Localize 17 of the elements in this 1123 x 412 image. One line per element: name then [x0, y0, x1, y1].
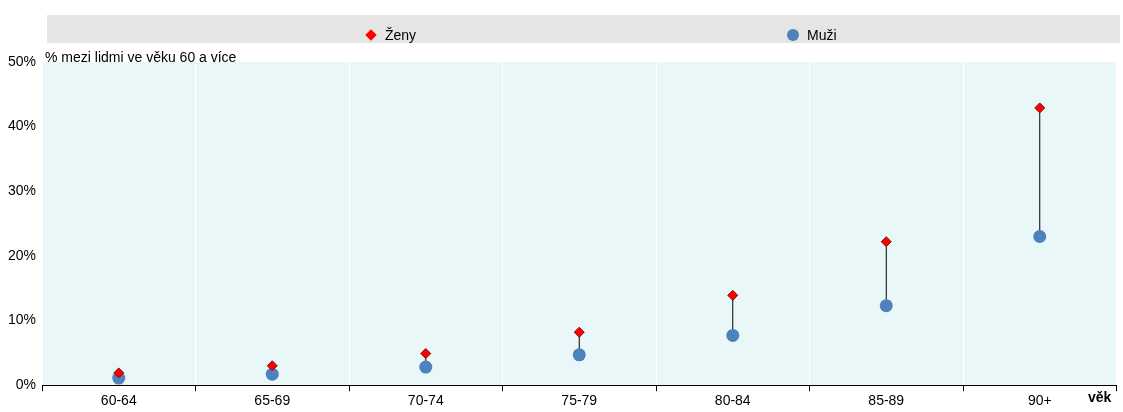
x-tick-label: 65-69: [254, 392, 291, 409]
x-axis-title: věk: [1088, 389, 1112, 405]
y-tick-label: 30%: [7, 182, 37, 199]
x-tick-label: 85-89: [868, 392, 905, 409]
y-tick-label: 20%: [7, 246, 37, 263]
y-tick-label: 50%: [7, 52, 37, 69]
y-tick-label: 40%: [7, 117, 37, 134]
x-tick-label: 90+: [1027, 392, 1052, 409]
y-tick-label: 0%: [15, 376, 37, 393]
y-tick-label: 10%: [7, 311, 37, 328]
x-tick-label: 60-64: [100, 392, 137, 409]
x-tick-label: 75-79: [561, 392, 598, 409]
legend-label: Ženy: [385, 27, 417, 43]
annotation: % mezi lidmi ve věku 60 a více: [45, 49, 237, 65]
legend-label: Muži: [807, 27, 837, 43]
x-tick-label: 70-74: [407, 392, 444, 409]
x-tick-label: 80-84: [714, 392, 751, 409]
